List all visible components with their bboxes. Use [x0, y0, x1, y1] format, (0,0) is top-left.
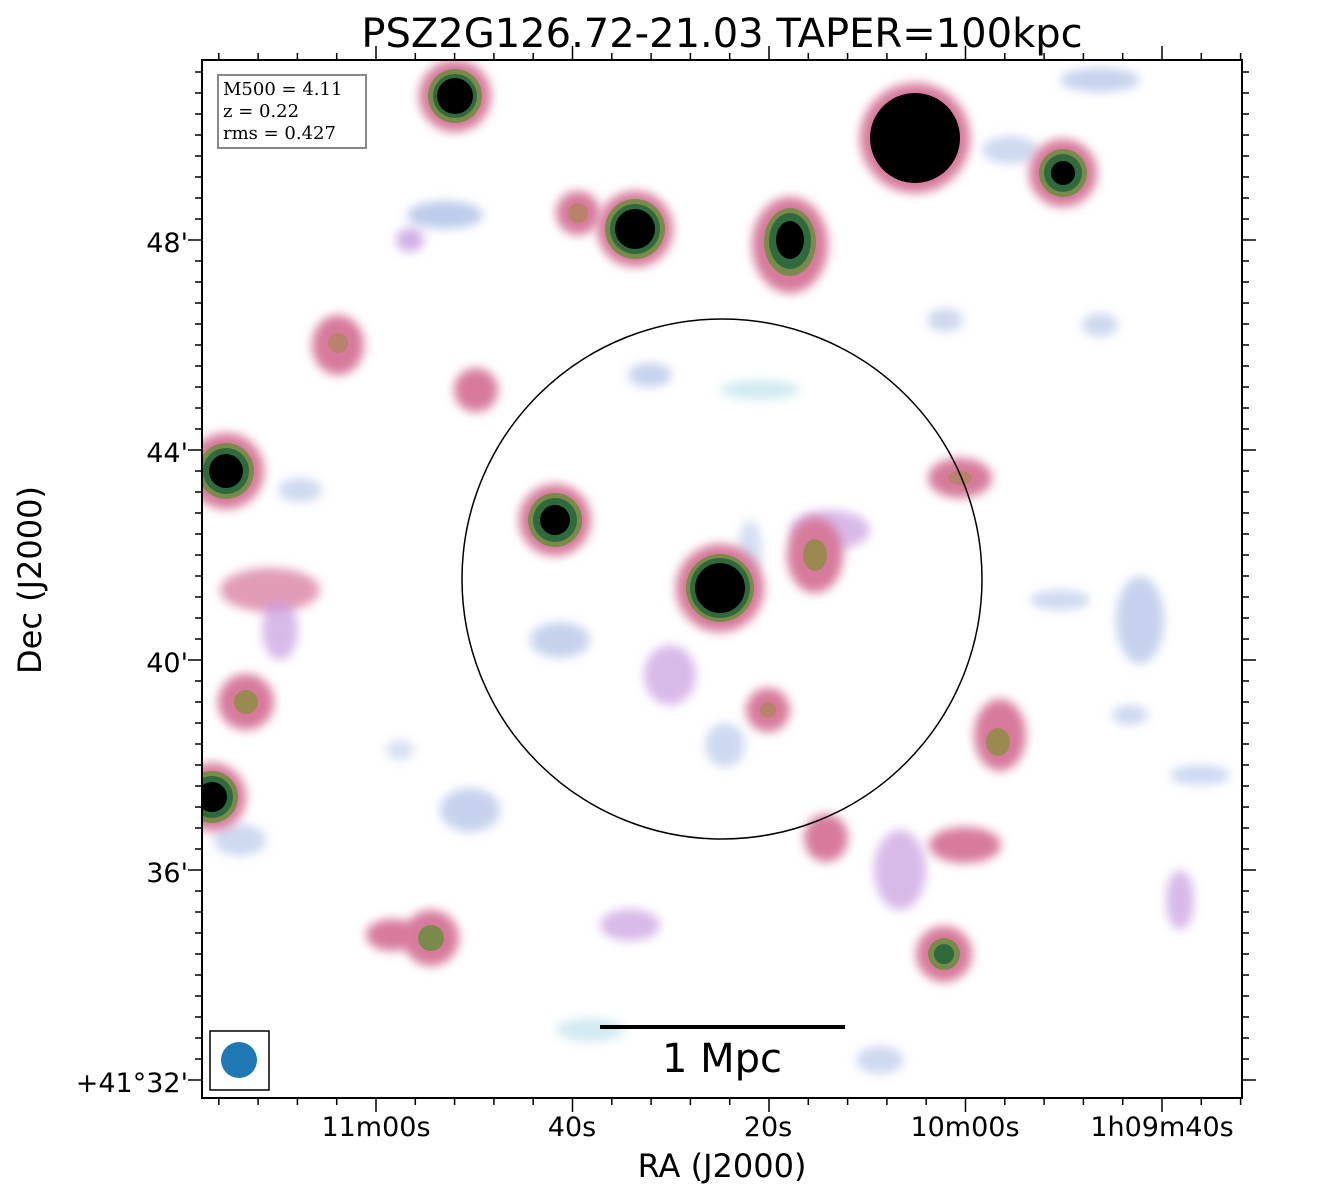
y-tick-label: 48' [146, 228, 188, 259]
redshift-label: z = 0.22 [223, 101, 300, 122]
source [746, 688, 790, 732]
x-axis-label: RA (J2000) [637, 1147, 807, 1185]
source [403, 910, 459, 966]
faint-blob [396, 228, 424, 252]
y-tick-label: +41°32' [76, 1068, 188, 1099]
faint-blob [1030, 590, 1090, 610]
y-tick-label: 36' [146, 858, 188, 889]
faint-blob [220, 568, 320, 612]
faint-blob [278, 478, 322, 502]
source [218, 674, 274, 730]
chart-title: PSZ2G126.72-21.03 TAPER=100kpc [361, 11, 1083, 57]
faint-blob [1112, 705, 1148, 725]
source [556, 191, 600, 235]
axis-ticks [188, 46, 1256, 1112]
faint-blob [214, 824, 266, 856]
x-tick-label: 1h09m40s [1090, 1112, 1233, 1143]
faint-blob [644, 645, 696, 705]
source [676, 544, 764, 632]
source [419, 60, 491, 132]
mass-label: M500 = 4.11 [223, 79, 343, 100]
source [787, 517, 843, 593]
x-tick-labels: 11m00s 40s 20s 10m00s 1h09m40s [321, 1112, 1233, 1143]
faint-blob [982, 136, 1038, 164]
faint-blob [705, 723, 745, 767]
source [974, 699, 1026, 771]
r500-circle [461, 318, 983, 840]
y-axis-label: Dec (J2000) [11, 486, 49, 674]
faint-blob [1060, 68, 1140, 92]
x-tick-label: 40s [548, 1112, 596, 1143]
faint-blob [1116, 576, 1164, 664]
faint-blob [262, 600, 298, 660]
faint-blob [530, 622, 590, 658]
faint-blob [720, 380, 800, 400]
faint-blob [407, 201, 483, 229]
faint-blob [628, 363, 672, 387]
source [202, 433, 264, 509]
rms-label: rms = 0.427 [223, 123, 336, 144]
source [929, 827, 1001, 863]
info-box: M500 = 4.11 z = 0.22 rms = 0.427 [217, 74, 367, 149]
faint-blob [556, 1018, 624, 1042]
source [519, 484, 591, 556]
source [597, 191, 673, 267]
faint-blob [1166, 870, 1194, 930]
x-tick-label: 10m00s [910, 1112, 1019, 1143]
faint-blob [440, 788, 500, 832]
source [1029, 139, 1097, 207]
faint-blob [856, 1046, 904, 1074]
beam-ellipse [221, 1042, 257, 1078]
faint-blob [600, 909, 660, 941]
source [202, 763, 246, 831]
source [928, 458, 992, 498]
axes-frame [201, 59, 1243, 1099]
source [312, 315, 364, 375]
source [804, 814, 848, 862]
y-tick-labels: +41°32' 36' 40' 44' 48' [76, 228, 188, 1099]
scale-bar-label: 1 Mpc [662, 1036, 782, 1082]
faint-blob [927, 308, 963, 332]
image-area: 1 Mpc [202, 60, 1242, 1098]
faint-blob [386, 740, 414, 760]
source [916, 926, 972, 982]
x-tick-label: 20s [744, 1112, 792, 1143]
sources [202, 60, 1097, 982]
source [454, 368, 498, 412]
y-tick-label: 44' [146, 438, 188, 469]
source [752, 197, 828, 293]
faint-blob [874, 830, 926, 910]
source [860, 83, 970, 193]
faint-blob [1170, 765, 1230, 785]
faint-blob [1082, 313, 1118, 337]
x-tick-label: 11m00s [321, 1112, 430, 1143]
y-tick-label: 40' [146, 648, 188, 679]
faint-emission [214, 68, 1230, 1074]
